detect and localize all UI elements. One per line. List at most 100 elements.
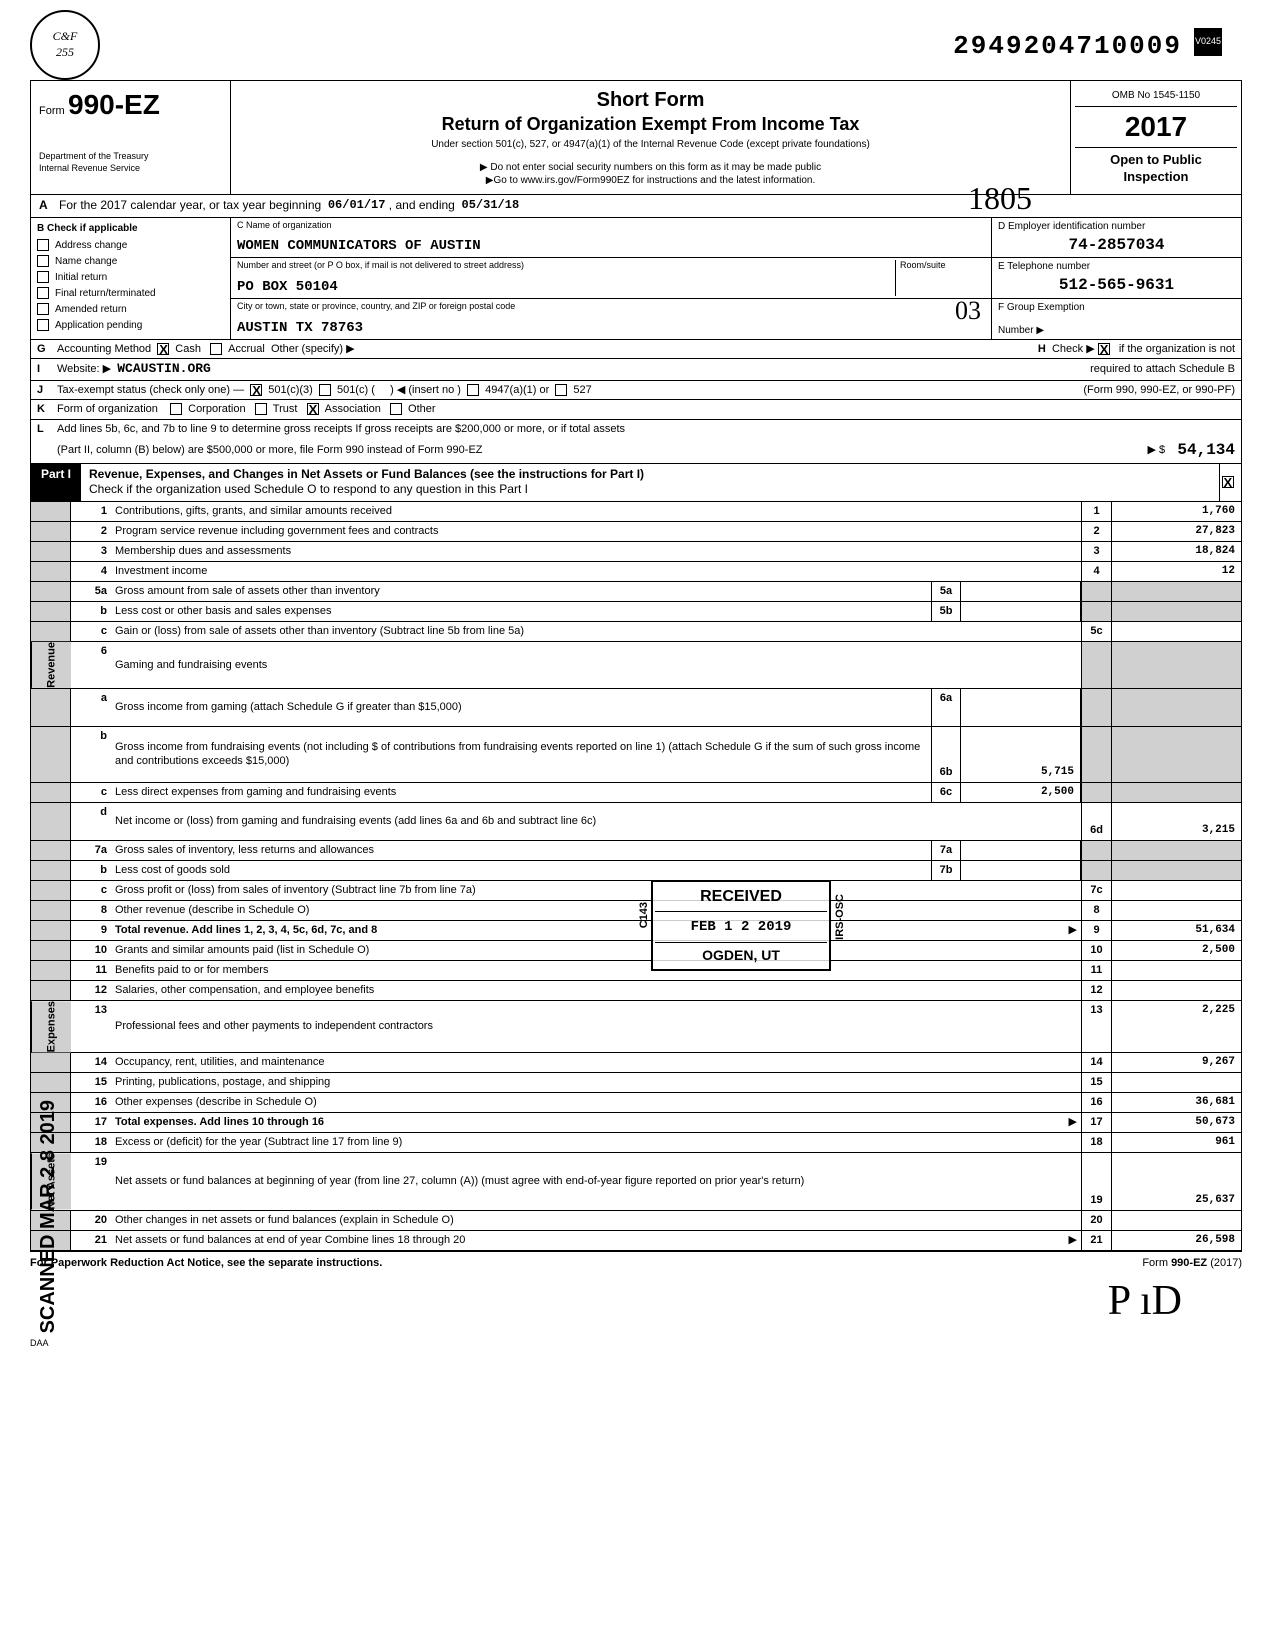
r14-v: 9,267: [1111, 1053, 1241, 1072]
chk-schedule-o[interactable]: [1222, 476, 1234, 488]
chk-h[interactable]: [1098, 343, 1110, 355]
chk-501c3[interactable]: [250, 384, 262, 396]
open-public-2: Inspection: [1075, 169, 1237, 186]
r1-d: Contributions, gifts, grants, and simila…: [111, 502, 1081, 521]
r6d-v: 3,215: [1111, 803, 1241, 840]
j-o4: 527: [573, 383, 591, 397]
r2-d: Program service revenue including govern…: [111, 522, 1081, 541]
r20-v: [1111, 1211, 1241, 1230]
part1-label: Part I: [31, 464, 81, 501]
line-a-mid: , and ending: [389, 198, 455, 214]
room-label: Room/suite: [900, 260, 946, 270]
chk-4947[interactable]: [467, 384, 479, 396]
l-text1: Add lines 5b, 6c, and 7b to line 9 to de…: [57, 422, 625, 436]
r19-v: 25,637: [1111, 1153, 1241, 1209]
g-cash: Cash: [175, 342, 201, 356]
r18-v: 961: [1111, 1133, 1241, 1152]
chk-corp[interactable]: [170, 403, 182, 415]
h-text: if the organization is not: [1119, 342, 1235, 356]
r11-d: Benefits paid to or for members: [111, 961, 1081, 980]
chk-pending[interactable]: [37, 319, 49, 331]
k-o4: Other: [408, 402, 436, 416]
r3-v: 18,824: [1111, 542, 1241, 561]
barcode-tag: V0245: [1194, 28, 1222, 56]
k-label: Form of organization: [57, 402, 158, 416]
r14-d: Occupancy, rent, utilities, and maintena…: [111, 1053, 1081, 1072]
r11-v: [1111, 961, 1241, 980]
r7c-v: [1111, 881, 1241, 900]
chk-assoc[interactable]: [307, 403, 319, 415]
h-label: Check ▶: [1052, 342, 1095, 356]
part1-title: Revenue, Expenses, and Changes in Net As…: [89, 467, 1211, 483]
chk-accrual[interactable]: [210, 343, 222, 355]
r8-v: [1111, 901, 1241, 920]
r17-v: 50,673: [1111, 1113, 1241, 1132]
section-b: B Check if applicable Address change Nam…: [30, 218, 1242, 340]
j-label: Tax-exempt status (check only one) —: [57, 383, 244, 397]
h-text2: required to attach Schedule B: [1090, 362, 1235, 376]
r21-v: 26,598: [1111, 1231, 1241, 1250]
chk-501c[interactable]: [319, 384, 331, 396]
r9-v: 51,634: [1111, 921, 1241, 940]
c-label: C Name of organization: [237, 220, 985, 232]
opt-initial: Initial return: [55, 271, 107, 284]
side-expenses: Expenses: [44, 1001, 58, 1052]
r13-v: 2,225: [1111, 1001, 1241, 1052]
chk-527[interactable]: [555, 384, 567, 396]
line-a-text: For the 2017 calendar year, or tax year …: [59, 198, 321, 214]
line-l-2: (Part II, column (B) below) are $500,000…: [30, 438, 1242, 464]
barcode-number: 2949204710009: [953, 30, 1182, 64]
chk-amended[interactable]: [37, 303, 49, 315]
handwritten-03: 03: [955, 294, 981, 328]
chk-initial[interactable]: [37, 271, 49, 283]
title-short-form: Short Form: [239, 87, 1062, 113]
r4-v: 12: [1111, 562, 1241, 581]
chk-other[interactable]: [390, 403, 402, 415]
line-g: G Accounting Method Cash Accrual Other (…: [30, 340, 1242, 359]
chk-trust[interactable]: [255, 403, 267, 415]
r9-d: Total revenue. Add lines 1, 2, 3, 4, 5c,…: [115, 923, 377, 937]
daa: DAA: [30, 1338, 1242, 1350]
part1-header: Part I Revenue, Expenses, and Changes in…: [30, 464, 1242, 502]
r10-v: 2,500: [1111, 941, 1241, 960]
form-header: Form 990-EZ Department of the Treasury I…: [30, 80, 1242, 195]
line-a: A For the 2017 calendar year, or tax yea…: [30, 195, 1242, 218]
stamp-line1: C&F: [53, 29, 78, 45]
form-number: 990-EZ: [68, 89, 160, 120]
r7b-d: Less cost of goods sold: [111, 861, 931, 880]
org-name: WOMEN COMMUNICATORS OF AUSTIN: [237, 237, 985, 255]
e-label: E Telephone number: [998, 260, 1235, 273]
r6c-d: Less direct expenses from gaming and fun…: [111, 783, 931, 802]
chk-address-change[interactable]: [37, 239, 49, 251]
chk-cash[interactable]: [157, 343, 169, 355]
line-j: J Tax-exempt status (check only one) — 5…: [30, 381, 1242, 400]
r16-d: Other expenses (describe in Schedule O): [111, 1093, 1081, 1112]
r17-d: Total expenses. Add lines 10 through 16: [115, 1115, 324, 1129]
handwritten-1805: 1805: [968, 178, 1032, 220]
tax-end: 05/31/18: [462, 198, 520, 214]
side-revenue: Revenue: [44, 642, 58, 688]
scanned-stamp: SCANNED MAR 2 8 2019: [35, 1100, 61, 1333]
l-amt-lbl: ▶ $: [1148, 443, 1166, 457]
line-i: I Website: ▶ WCAUSTIN.ORG required to at…: [30, 359, 1242, 381]
f-label: F Group Exemption: [998, 301, 1235, 314]
tax-year: 2017: [1075, 107, 1237, 148]
scan-stamp: C&F 255: [30, 10, 100, 80]
j-o1: 501(c)(3): [268, 383, 313, 397]
j-o2: 501(c) (: [337, 383, 375, 397]
line-k: K Form of organization Corporation Trust…: [30, 400, 1242, 419]
chk-name-change[interactable]: [37, 255, 49, 267]
city-label: City or town, state or province, country…: [237, 301, 985, 313]
r16-v: 36,681: [1111, 1093, 1241, 1112]
k-o3: Association: [325, 402, 381, 416]
opt-pending: Application pending: [55, 319, 142, 332]
r5c-v: [1111, 622, 1241, 641]
chk-final[interactable]: [37, 287, 49, 299]
g-other: Other (specify) ▶: [271, 342, 355, 356]
tax-begin: 06/01/17: [328, 198, 386, 214]
r4-d: Investment income: [111, 562, 1081, 581]
r6b-d: Gross income from fundraising events (no…: [111, 727, 931, 782]
r18-d: Excess or (deficit) for the year (Subtra…: [111, 1133, 1081, 1152]
footer-left: For Paperwork Reduction Act Notice, see …: [30, 1256, 382, 1270]
r13-d: Professional fees and other payments to …: [111, 1001, 1081, 1052]
